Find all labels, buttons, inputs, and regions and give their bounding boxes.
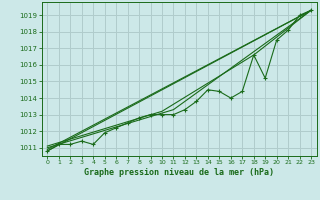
X-axis label: Graphe pression niveau de la mer (hPa): Graphe pression niveau de la mer (hPa) xyxy=(84,168,274,177)
